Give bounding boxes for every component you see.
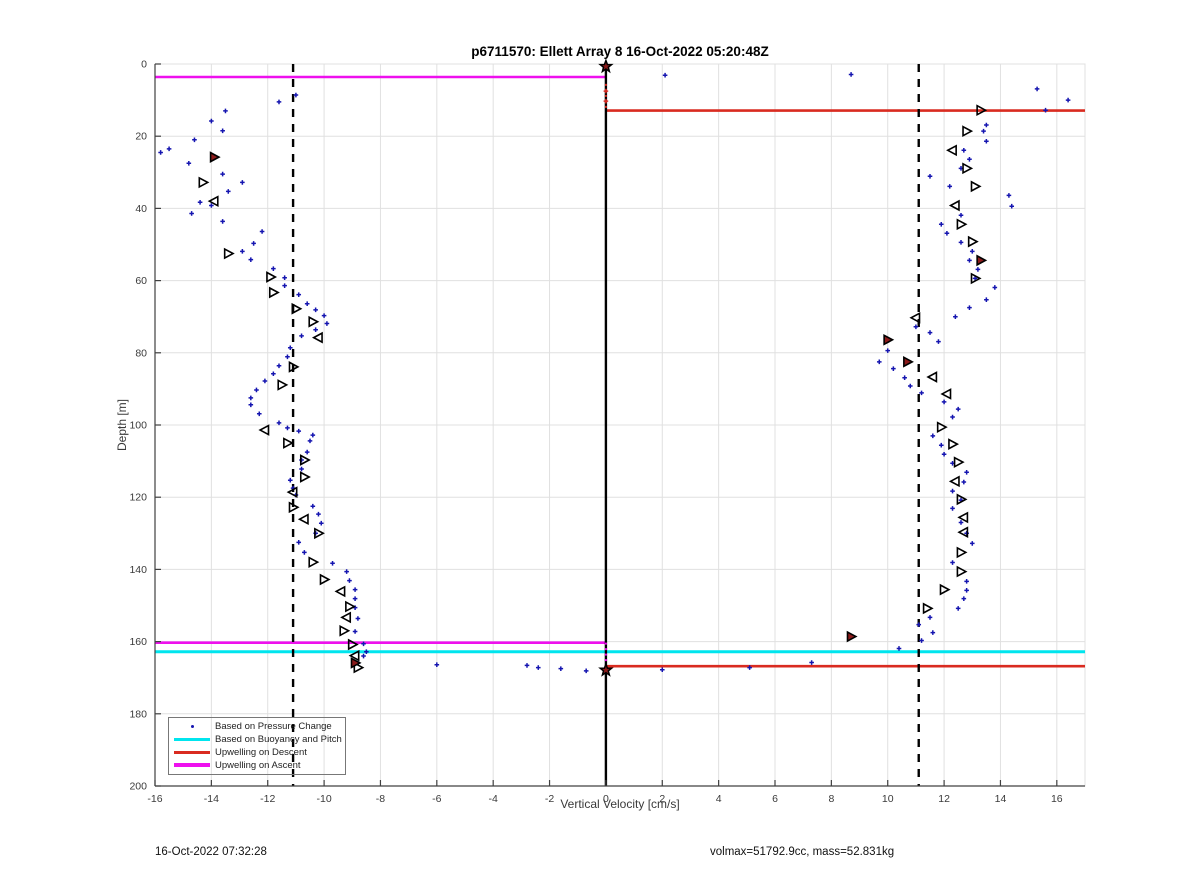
svg-text:6: 6 xyxy=(772,793,778,805)
svg-text:-14: -14 xyxy=(204,793,219,805)
svg-text:-6: -6 xyxy=(432,793,441,805)
svg-text:0: 0 xyxy=(603,793,609,805)
legend-label: Upwelling on Ascent xyxy=(215,759,301,771)
legend-item: Upwelling on Ascent xyxy=(169,759,345,771)
svg-text:200: 200 xyxy=(129,781,147,793)
series-flagged-triangles xyxy=(209,151,988,669)
dashed-verticals xyxy=(291,64,920,786)
svg-text:100: 100 xyxy=(129,420,147,432)
series-pressure-change-dots xyxy=(158,72,1071,674)
legend-label: Based on Pressure Change xyxy=(215,721,332,733)
legend-label: Upwelling on Descent xyxy=(215,746,307,758)
legend-item: Based on Buoyancy and Pitch xyxy=(169,734,345,746)
svg-text:-16: -16 xyxy=(147,793,162,805)
svg-text:-4: -4 xyxy=(489,793,498,805)
svg-text:180: 180 xyxy=(129,708,147,720)
legend-dot-marker xyxy=(169,725,215,729)
svg-text:16: 16 xyxy=(1051,793,1063,805)
legend-item: Upwelling on Descent xyxy=(169,746,345,758)
svg-text:40: 40 xyxy=(135,203,147,215)
legend-line-marker xyxy=(169,737,215,742)
legend-item: Based on Pressure Change xyxy=(169,721,345,733)
grid-lines xyxy=(154,63,1086,787)
svg-text:-10: -10 xyxy=(316,793,331,805)
axes: -16 -14 -12 -10 -8 -6 -4 -2 0 2 4 6 8 10 12 14 160204060… xyxy=(129,59,1085,805)
svg-text:14: 14 xyxy=(995,793,1007,805)
svg-text:60: 60 xyxy=(135,275,147,287)
svg-text:4: 4 xyxy=(716,793,722,805)
footer-timestamp: 16-Oct-2022 07:32:28 xyxy=(155,846,267,858)
svg-text:10: 10 xyxy=(882,793,894,805)
svg-text:-2: -2 xyxy=(545,793,554,805)
series-zero-line-red-dots xyxy=(603,88,609,104)
svg-text:120: 120 xyxy=(129,492,147,504)
legend: Based on Pressure Change Based on Buoyanc… xyxy=(168,717,346,775)
svg-text:8: 8 xyxy=(828,793,834,805)
svg-text:20: 20 xyxy=(135,131,147,143)
svg-text:-8: -8 xyxy=(376,793,385,805)
legend-label: Based on Buoyancy and Pitch xyxy=(215,734,342,746)
series-buoyancy-pitch-triangles xyxy=(198,104,988,674)
series-apogee-surface-stars xyxy=(598,58,614,677)
svg-text:-12: -12 xyxy=(260,793,275,805)
chart-title: p6711570: Ellett Array 8 16-Oct-2022 05:… xyxy=(471,44,769,59)
svg-text:160: 160 xyxy=(129,636,147,648)
footer-ballast-info: volmax=51792.9cc, mass=52.831kg xyxy=(710,846,895,858)
svg-text:0: 0 xyxy=(141,59,147,71)
svg-text:140: 140 xyxy=(129,564,147,576)
legend-line-marker xyxy=(169,750,215,755)
svg-text:12: 12 xyxy=(938,793,950,805)
x-axis-label: Vertical Velocity [cm/s] xyxy=(560,797,680,811)
legend-line-marker xyxy=(169,763,215,767)
svg-text:2: 2 xyxy=(659,793,665,805)
plot-svg: -16 -14 -12 -10 -8 -6 -4 -2 0 2 4 6 8 10 12 14 160204060… xyxy=(129,58,1086,805)
svg-text:80: 80 xyxy=(135,347,147,359)
